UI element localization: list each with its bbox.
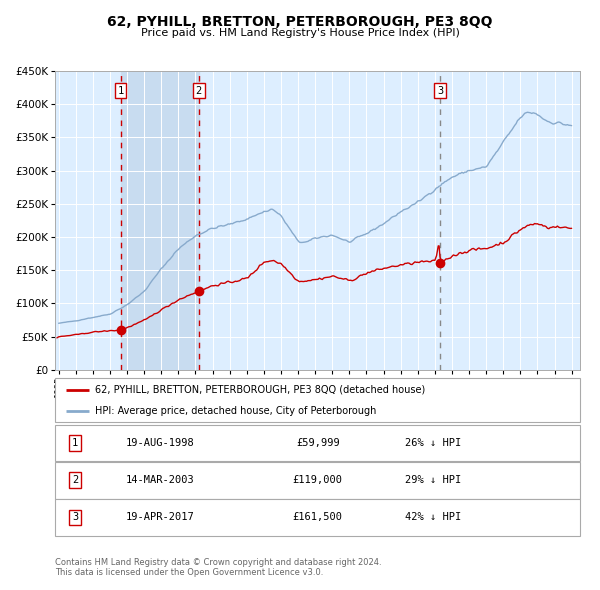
Text: 19-APR-2017: 19-APR-2017: [126, 513, 194, 522]
Text: 3: 3: [72, 513, 78, 522]
Text: 42% ↓ HPI: 42% ↓ HPI: [405, 513, 461, 522]
Text: This data is licensed under the Open Government Licence v3.0.: This data is licensed under the Open Gov…: [55, 568, 323, 576]
Text: 2: 2: [196, 86, 202, 96]
Text: 3: 3: [437, 86, 443, 96]
Text: HPI: Average price, detached house, City of Peterborough: HPI: Average price, detached house, City…: [95, 406, 376, 416]
Text: 62, PYHILL, BRETTON, PETERBOROUGH, PE3 8QQ (detached house): 62, PYHILL, BRETTON, PETERBOROUGH, PE3 8…: [95, 385, 425, 395]
Text: 26% ↓ HPI: 26% ↓ HPI: [405, 438, 461, 448]
Text: 2: 2: [72, 476, 78, 485]
Text: £161,500: £161,500: [293, 513, 343, 522]
Text: Price paid vs. HM Land Registry's House Price Index (HPI): Price paid vs. HM Land Registry's House …: [140, 28, 460, 38]
Text: £59,999: £59,999: [296, 438, 340, 448]
Text: 19-AUG-1998: 19-AUG-1998: [126, 438, 194, 448]
Text: 62, PYHILL, BRETTON, PETERBOROUGH, PE3 8QQ: 62, PYHILL, BRETTON, PETERBOROUGH, PE3 8…: [107, 15, 493, 29]
Text: 1: 1: [118, 86, 124, 96]
Text: 29% ↓ HPI: 29% ↓ HPI: [405, 476, 461, 485]
Text: Contains HM Land Registry data © Crown copyright and database right 2024.: Contains HM Land Registry data © Crown c…: [55, 558, 382, 566]
Bar: [121, 71, 199, 370]
Text: 14-MAR-2003: 14-MAR-2003: [126, 476, 194, 485]
Text: £119,000: £119,000: [293, 476, 343, 485]
Text: 1: 1: [72, 438, 78, 448]
